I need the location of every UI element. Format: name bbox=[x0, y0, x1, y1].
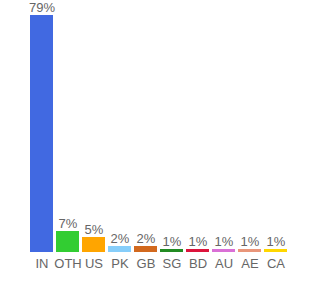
svg-text:AU: AU bbox=[215, 256, 233, 271]
svg-text:BD: BD bbox=[189, 256, 207, 271]
svg-text:1%: 1% bbox=[241, 234, 260, 249]
svg-text:79%: 79% bbox=[29, 0, 55, 15]
svg-text:SG: SG bbox=[163, 256, 182, 271]
svg-text:PK: PK bbox=[111, 256, 129, 271]
svg-text:GB: GB bbox=[137, 256, 156, 271]
svg-text:1%: 1% bbox=[189, 234, 208, 249]
svg-text:5%: 5% bbox=[85, 222, 104, 237]
svg-text:2%: 2% bbox=[137, 231, 156, 246]
svg-text:OTH: OTH bbox=[54, 256, 81, 271]
svg-text:1%: 1% bbox=[215, 234, 234, 249]
svg-text:1%: 1% bbox=[163, 234, 182, 249]
svg-text:7%: 7% bbox=[59, 216, 78, 231]
svg-text:IN: IN bbox=[36, 256, 49, 271]
svg-text:US: US bbox=[85, 256, 103, 271]
svg-text:CA: CA bbox=[267, 256, 285, 271]
svg-text:2%: 2% bbox=[111, 231, 130, 246]
svg-text:AE: AE bbox=[241, 256, 259, 271]
svg-text:1%: 1% bbox=[267, 234, 286, 249]
